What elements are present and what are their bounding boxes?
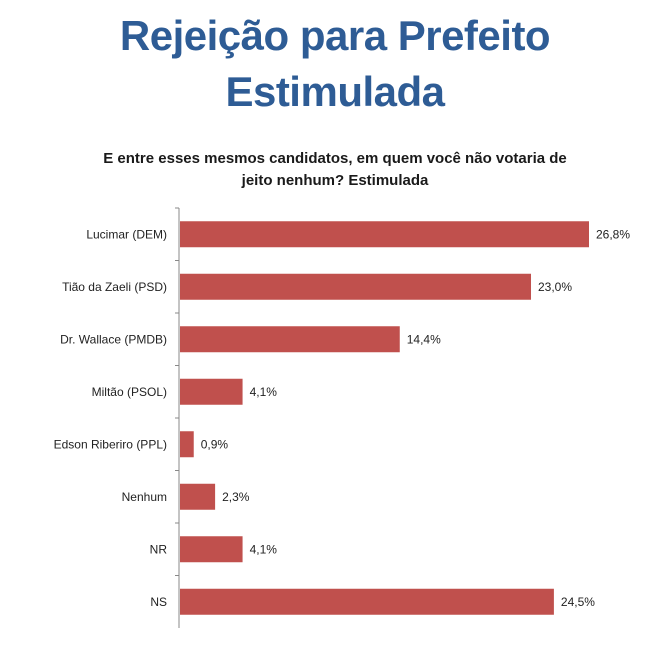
bar-5 (180, 431, 194, 458)
category-label: Tião da Zaeli (PSD) (62, 280, 167, 294)
category-label: Lucimar (DEM) (86, 227, 167, 241)
value-label: 24,5% (561, 595, 595, 609)
value-label: 0,9% (201, 437, 229, 451)
chart-title-line-2: Estimulada (225, 68, 445, 115)
chart-title-line-1: Rejeição para Prefeito (119, 12, 551, 59)
category-label: NS (150, 595, 167, 609)
chart-subtitle-line-2: jeito nenhum? Estimulada (241, 172, 429, 189)
bar-3 (180, 326, 400, 353)
value-label: 4,1% (250, 385, 278, 399)
bar-1 (180, 221, 589, 248)
chart-title: Rejeição para Prefeito Estimulada (0, 8, 670, 120)
bar-6 (180, 483, 216, 510)
category-label: Dr. Wallace (PMDB) (60, 332, 167, 346)
chart-subtitle: E entre esses mesmos candidatos, em quem… (60, 148, 610, 192)
category-label: NR (150, 542, 168, 556)
bar-4 (180, 378, 243, 405)
bar-7 (180, 536, 243, 563)
bar-8 (180, 588, 554, 615)
category-label: Nenhum (122, 490, 167, 504)
value-label: 2,3% (222, 490, 250, 504)
value-label: 4,1% (250, 542, 278, 556)
category-label: Edson Riberiro (PPL) (54, 437, 167, 451)
value-label: 14,4% (407, 332, 441, 346)
value-label: 23,0% (538, 280, 572, 294)
chart-subtitle-line-1: E entre esses mesmos candidatos, em quem… (103, 150, 567, 167)
bar-2 (180, 273, 532, 300)
value-label: 26,8% (596, 227, 630, 241)
category-label: Miltão (PSOL) (92, 385, 167, 399)
